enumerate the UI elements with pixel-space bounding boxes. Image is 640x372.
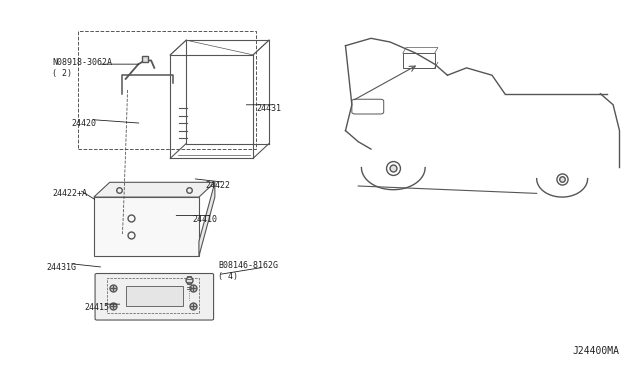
Text: N08918-3062A
( 2): N08918-3062A ( 2) (52, 58, 113, 77)
Bar (106, 278, 199, 313)
Polygon shape (199, 182, 215, 256)
Text: B08146-8162G
( 4): B08146-8162G ( 4) (218, 261, 278, 280)
Polygon shape (94, 182, 215, 197)
FancyBboxPatch shape (95, 273, 214, 320)
Bar (78, 31, 256, 149)
Text: 24422: 24422 (205, 182, 230, 190)
Text: 24410: 24410 (193, 215, 218, 224)
Text: J24400MA: J24400MA (573, 346, 620, 356)
Text: 24420: 24420 (72, 119, 97, 128)
Text: 24431: 24431 (256, 104, 281, 113)
Bar (94, 197, 199, 256)
Text: 24415: 24415 (84, 303, 109, 312)
Bar (125, 286, 183, 306)
Bar (403, 53, 435, 68)
Text: 24431G: 24431G (46, 263, 76, 272)
Text: 24422+A: 24422+A (52, 189, 88, 198)
